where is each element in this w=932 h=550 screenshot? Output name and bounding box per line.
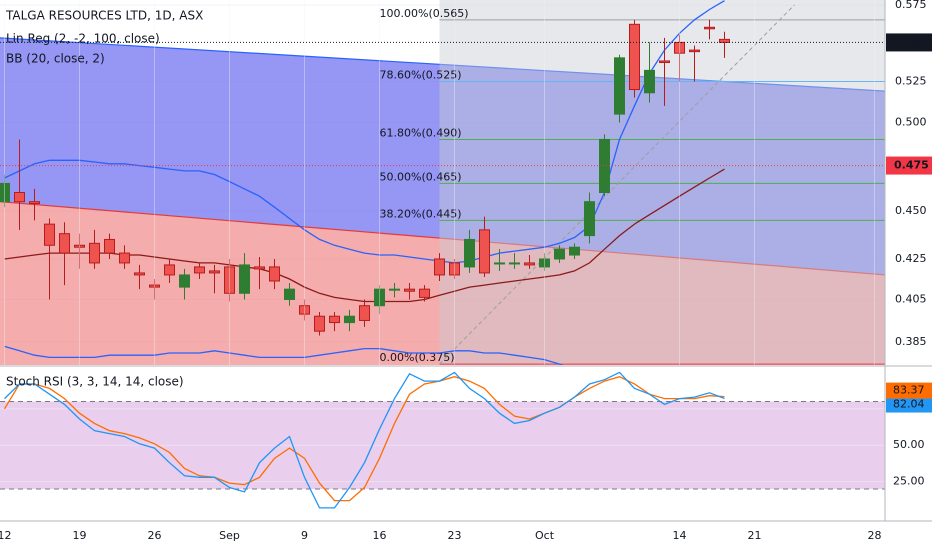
x-tick-label: 16 xyxy=(373,529,387,542)
candle-body xyxy=(509,262,520,265)
candle-body xyxy=(254,266,265,270)
candle-body xyxy=(404,288,415,292)
candle-body xyxy=(89,242,100,264)
bb-line xyxy=(4,345,564,365)
main-plot: 100.00%(0.565) 78.60%(0.525) 61.80%(0.490)… xyxy=(0,0,885,365)
last-value-box xyxy=(886,382,932,399)
last-value-label: 83.37 xyxy=(893,384,925,397)
candle-body xyxy=(209,270,220,274)
indicator-label: Lin Reg (2, -2, 100, close) xyxy=(6,32,160,46)
x-tick-label: 19 xyxy=(73,529,87,542)
candle-body xyxy=(674,41,685,54)
stoch-line xyxy=(4,371,725,509)
candle-body xyxy=(719,38,730,43)
fib-trend xyxy=(439,4,795,365)
y-tick-label: 25.00 xyxy=(893,475,925,488)
y-tick-label: 0.450 xyxy=(895,204,927,217)
candle-body xyxy=(29,201,40,205)
candle-body xyxy=(629,23,640,91)
candle-body xyxy=(74,244,85,248)
candle-body xyxy=(359,305,370,321)
candle-body xyxy=(104,238,115,254)
price-label-box xyxy=(886,33,932,52)
candle-body xyxy=(239,264,250,294)
x-tick-label: 21 xyxy=(748,529,762,542)
indicator-label: BB (20, close, 2) xyxy=(6,52,105,66)
candle-body xyxy=(539,258,550,268)
x-tick-label: 26 xyxy=(148,529,162,542)
chart-title: TALGA RESOURCES LTD, 1D, ASX xyxy=(5,9,203,23)
candle-body xyxy=(0,182,10,203)
candle-body xyxy=(59,233,70,254)
linreg-upper xyxy=(0,37,885,92)
candle-body xyxy=(554,248,565,260)
fib-label: 50.00%(0.465) xyxy=(380,170,462,183)
y-tick-label: 50.00 xyxy=(893,438,925,451)
candle-body xyxy=(434,258,445,276)
x-tick-label: 14 xyxy=(673,529,687,542)
last-value-box xyxy=(886,396,932,413)
y-tick-label: 0.425 xyxy=(895,252,927,265)
candle-body xyxy=(584,201,595,237)
candle-body xyxy=(134,272,145,276)
candle-body xyxy=(569,246,580,256)
candle-body xyxy=(689,49,700,53)
candle-body xyxy=(284,288,295,300)
fib-label: 61.80%(0.490) xyxy=(380,126,462,139)
last-value-label: 82.04 xyxy=(893,398,925,411)
fib-label: 100.00%(0.565) xyxy=(380,7,469,20)
candle-body xyxy=(614,57,625,115)
x-tick-label: 9 xyxy=(301,529,308,542)
price-label-box xyxy=(886,156,932,175)
candle-body xyxy=(224,266,235,294)
candle-body xyxy=(164,264,175,276)
candle-body xyxy=(194,266,205,274)
candle-body xyxy=(419,288,430,298)
candle-body xyxy=(704,26,715,30)
candle-body xyxy=(179,274,190,288)
candle-body xyxy=(269,266,280,282)
linreg-middle xyxy=(0,201,885,276)
y-tick-label: 0.385 xyxy=(895,335,927,348)
indicator-label: Stoch RSI (3, 3, 14, 14, close) xyxy=(6,375,184,389)
x-tick-label: 12 xyxy=(0,529,12,542)
linreg-lower-fill xyxy=(0,201,885,365)
candle-body xyxy=(119,252,130,264)
candle-body xyxy=(524,262,535,266)
x-tick-label: Oct xyxy=(535,529,555,542)
stoch-line xyxy=(3,376,725,502)
linreg-upper-fill xyxy=(0,37,885,275)
fib-label: 0.00%(0.375) xyxy=(380,351,455,364)
y-tick-label: 0.500 xyxy=(895,115,927,128)
y-tick-label: 0.405 xyxy=(895,292,927,305)
candle-body xyxy=(299,305,310,315)
candle-body xyxy=(314,315,325,332)
x-tick-label: 28 xyxy=(868,529,882,542)
fib-label: 38.20%(0.445) xyxy=(380,207,462,220)
candle-body xyxy=(644,69,655,94)
candle-body xyxy=(479,229,490,274)
fib-label: 78.60%(0.525) xyxy=(380,69,462,82)
candle-body xyxy=(14,192,25,203)
candle-body xyxy=(374,288,385,307)
candle-body xyxy=(494,262,505,265)
candle-body xyxy=(659,60,670,64)
candle-body xyxy=(329,315,340,324)
candle-body xyxy=(464,238,475,268)
stoch-plot xyxy=(0,371,885,509)
candle-body xyxy=(389,288,400,291)
price-label: 0.475 xyxy=(894,159,929,172)
candle-body xyxy=(44,223,55,246)
x-tick-label: 23 xyxy=(448,529,462,542)
candle-body xyxy=(149,284,160,288)
candle-body xyxy=(344,315,355,324)
y-tick-label: 0.575 xyxy=(895,0,927,11)
candle-body xyxy=(449,262,460,276)
price-label: 0.550 xyxy=(894,35,929,48)
x-tick-label: Sep xyxy=(219,529,240,542)
y-tick-label: 0.525 xyxy=(895,75,927,88)
